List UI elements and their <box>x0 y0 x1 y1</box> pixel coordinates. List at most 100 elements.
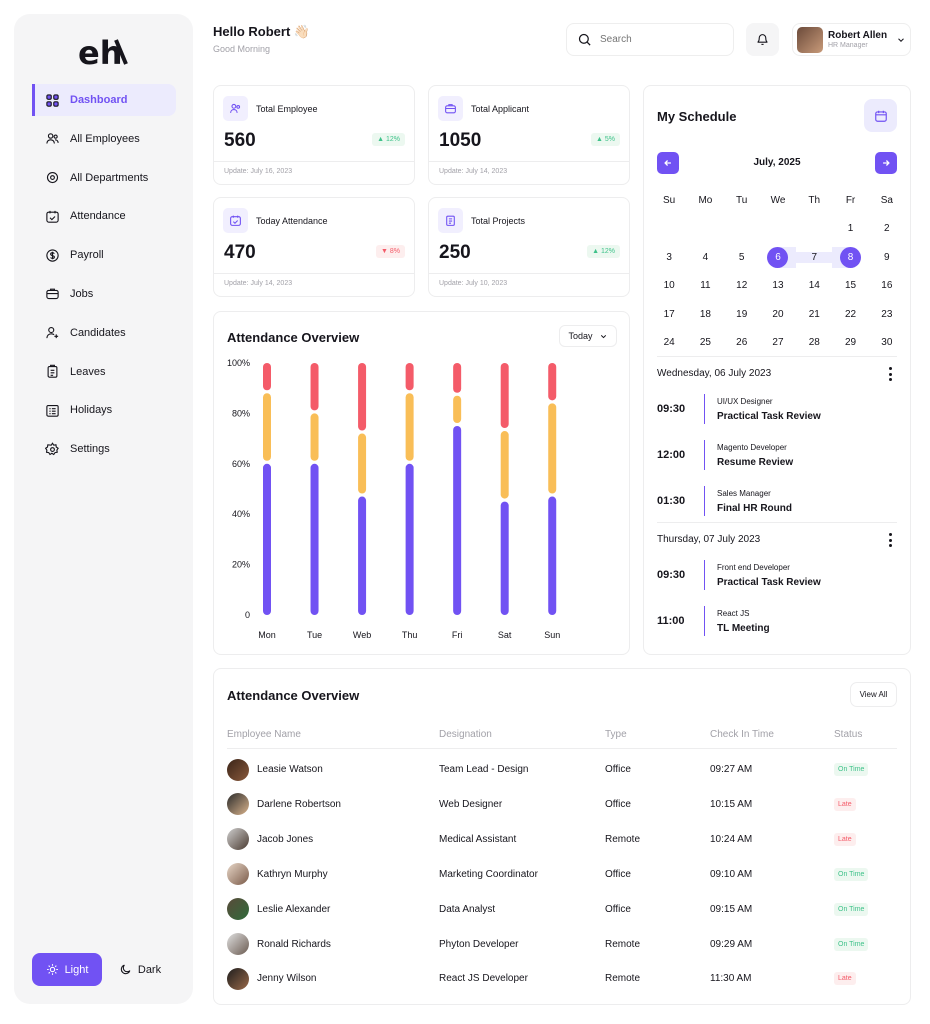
logo[interactable]: eh <box>76 30 132 74</box>
table-row[interactable]: Kathryn Murphy Marketing Coordinator Offic… <box>227 857 897 892</box>
cell-type: Remote <box>605 961 640 996</box>
calendar-day[interactable]: 16 <box>869 280 905 291</box>
calendar-day[interactable]: 3 <box>651 252 687 263</box>
calendar-day[interactable]: 23 <box>869 309 905 320</box>
event-divider <box>704 606 705 636</box>
more-options-icon[interactable] <box>888 533 892 547</box>
calendar-day[interactable]: 7 <box>796 251 833 263</box>
schedule-event[interactable]: 01:30 Sales Manager Final HR Round <box>657 484 792 518</box>
calendar-day[interactable]: 2 <box>869 223 905 234</box>
search-icon <box>578 33 591 46</box>
calendar-day[interactable]: 9 <box>869 252 905 263</box>
calendar-button[interactable] <box>864 99 897 132</box>
bar-segment <box>310 463 319 615</box>
sidebar-item-jobs[interactable]: Jobs <box>32 278 176 310</box>
clipboard-icon <box>44 364 60 380</box>
avatar <box>227 828 249 851</box>
calendar-day[interactable]: 27 <box>760 337 796 348</box>
schedule-event[interactable]: 09:30 Front end Developer Practical Task R… <box>657 558 821 592</box>
calendar-day-number: 6 <box>767 246 789 268</box>
column-header[interactable]: Designation <box>439 729 492 740</box>
calendar-day-number: 9 <box>884 251 890 263</box>
sidebar-item-dashboard[interactable]: Dashboard <box>32 84 176 116</box>
dark-label: Dark <box>137 963 162 976</box>
view-all-button[interactable]: View All <box>850 682 897 707</box>
calendar-day[interactable]: 14 <box>796 280 832 291</box>
calendar-day[interactable]: 10 <box>651 280 687 291</box>
calendar-day[interactable]: 28 <box>796 337 832 348</box>
calendar-day[interactable]: 22 <box>832 309 868 320</box>
cell-text: 09:15 AM <box>710 903 753 915</box>
calendar-day[interactable]: 18 <box>687 309 723 320</box>
calendar-day[interactable]: 11 <box>687 280 723 291</box>
user-profile-menu[interactable]: Robert Allen HR Manager <box>792 23 911 56</box>
schedule-event[interactable]: 09:30 UI/UX Designer Practical Task Review <box>657 392 821 426</box>
search-input[interactable] <box>600 34 720 45</box>
calendar-day[interactable]: 17 <box>651 309 687 320</box>
calendar-day[interactable]: 25 <box>687 337 723 348</box>
calendar-day-number: 18 <box>699 308 711 320</box>
stat-updated: Update: July 14, 2023 <box>224 280 293 287</box>
sidebar-item-leaves[interactable]: Leaves <box>32 356 176 388</box>
sidebar-item-all-departments[interactable]: All Departments <box>32 162 176 194</box>
column-header[interactable]: Type <box>605 729 627 740</box>
schedule-event[interactable]: 11:00 React JS TL Meeting <box>657 604 770 638</box>
schedule-event[interactable]: 12:00 Magento Developer Resume Review <box>657 438 793 472</box>
calendar-week: 17 18 19 20 21 22 23 <box>651 300 905 329</box>
calendar-day[interactable]: 6 <box>759 246 797 268</box>
sidebar-item-attendance[interactable]: Attendance <box>32 200 176 232</box>
column-header[interactable]: Check In Time <box>710 729 774 740</box>
table-row[interactable]: Darlene Robertson Web Designer Office 10:15… <box>227 787 897 822</box>
prev-month-button[interactable] <box>657 152 679 174</box>
calendar-day[interactable]: 30 <box>869 337 905 348</box>
sidebar-item-candidates[interactable]: Candidates <box>32 317 176 349</box>
calendar-day[interactable]: 19 <box>724 309 760 320</box>
next-month-button[interactable] <box>875 152 897 174</box>
attendance-table-card: Attendance Overview View All Employee Na… <box>213 668 911 1005</box>
light-theme-button[interactable]: Light <box>32 953 102 986</box>
calendar-day[interactable]: 21 <box>796 309 832 320</box>
calendar-day[interactable]: 20 <box>760 309 796 320</box>
calendar-check-icon <box>44 208 60 224</box>
calendar-day[interactable]: 29 <box>832 337 868 348</box>
table-row[interactable]: Leslie Alexander Data Analyst Office 09:15 … <box>227 892 897 927</box>
trend-value: 8% <box>389 248 400 255</box>
calendar-day[interactable]: 1 <box>832 223 868 234</box>
calendar-day[interactable]: 12 <box>724 280 760 291</box>
calendar-day[interactable]: 15 <box>832 280 868 291</box>
more-options-icon[interactable] <box>888 367 892 381</box>
column-header[interactable]: Employee Name <box>227 729 301 740</box>
cell-time: 10:24 AM <box>710 822 752 857</box>
search-box[interactable] <box>566 23 734 56</box>
notifications-button[interactable] <box>746 23 779 56</box>
calendar-day[interactable]: 13 <box>760 280 796 291</box>
table-row[interactable]: Jacob Jones Medical Assistant Remote 10:24 … <box>227 822 897 857</box>
status-badge: Late <box>834 797 856 811</box>
cell-text: Phyton Developer <box>439 938 519 950</box>
event-role: UI/UX Designer <box>717 396 773 406</box>
table-row[interactable]: Jenny Wilson React JS Developer Remote 11:3… <box>227 961 897 996</box>
calendar-day-number: 3 <box>666 251 672 263</box>
calendar-day[interactable]: 26 <box>724 337 760 348</box>
cell-text: Office <box>605 868 631 880</box>
table-row[interactable]: Ronald Richards Phyton Developer Remote 09:… <box>227 927 897 962</box>
calendar-day[interactable]: 8 <box>832 246 869 268</box>
sidebar-item-all-employees[interactable]: All Employees <box>32 123 176 155</box>
calendar-day[interactable]: 5 <box>724 252 760 263</box>
calendar-day[interactable]: 24 <box>651 337 687 348</box>
sidebar-item-payroll[interactable]: Payroll <box>32 239 176 271</box>
user-role: HR Manager <box>828 42 868 49</box>
column-header[interactable]: Status <box>834 729 863 740</box>
table-row[interactable]: Leasie Watson Team Lead - Design Office 09:… <box>227 752 897 787</box>
calendar-day[interactable]: 4 <box>687 252 723 263</box>
arrow-right-icon <box>883 160 890 166</box>
sidebar-item-holidays[interactable]: Holidays <box>32 394 176 426</box>
cell-time: 09:10 AM <box>710 857 752 892</box>
chart-filter-dropdown[interactable]: Today <box>559 325 617 347</box>
cell-designation: Team Lead - Design <box>439 752 529 787</box>
sidebar-item-label: All Departments <box>70 171 149 184</box>
sidebar-item-settings[interactable]: Settings <box>32 433 176 465</box>
dark-theme-button[interactable]: Dark <box>105 953 175 986</box>
cell-designation: React JS Developer <box>439 961 528 996</box>
cell-text: Office <box>605 764 631 775</box>
